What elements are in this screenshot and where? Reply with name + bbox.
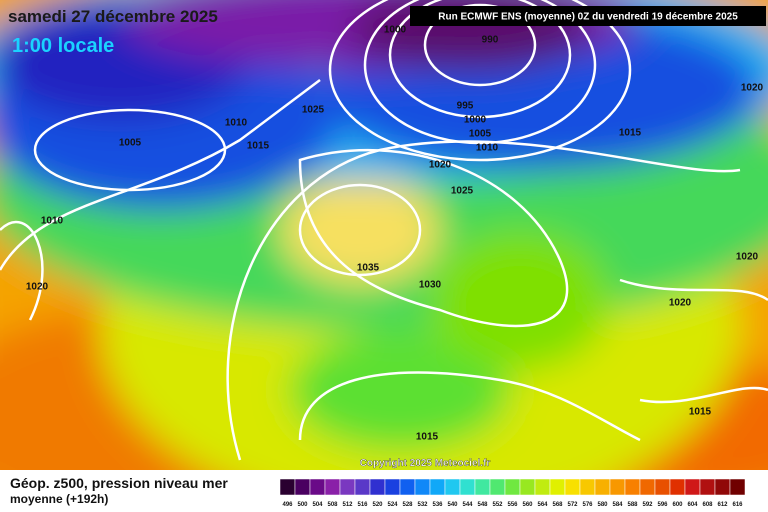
copyright: Copyright 2025 Meteociel.fr <box>360 458 491 469</box>
scale-swatch <box>654 478 671 496</box>
scale-label: 496 <box>282 502 293 508</box>
isobar-label: 1010 <box>225 118 248 129</box>
scale-swatch <box>474 478 491 496</box>
date: samedi 27 décembre 2025 <box>8 7 218 26</box>
isobar-label: 1000 <box>464 115 487 126</box>
scale-swatch <box>309 478 326 496</box>
scale-label: 524 <box>387 502 398 508</box>
scale-label: 576 <box>582 502 593 508</box>
scale-swatch <box>729 478 746 496</box>
isobar-label: 1020 <box>26 282 49 293</box>
scale-label: 500 <box>297 502 308 508</box>
scale-label: 568 <box>552 502 563 508</box>
isobar-label: 1015 <box>247 141 270 152</box>
isobars <box>0 0 768 460</box>
scale-swatch <box>429 478 446 496</box>
isobar-label: 990 <box>482 35 499 46</box>
scale-swatch <box>639 478 656 496</box>
isobar-label: 1025 <box>302 105 325 116</box>
isobar-label: 1020 <box>669 298 692 309</box>
scale-label: 560 <box>522 502 533 508</box>
scale-label: 504 <box>312 502 323 508</box>
scale-label: 544 <box>462 502 473 508</box>
scale-swatch <box>459 478 476 496</box>
scale-swatch <box>489 478 506 496</box>
scale-swatch <box>579 478 596 496</box>
scale-swatch <box>594 478 611 496</box>
isobar-label: 1020 <box>741 83 764 94</box>
scale-swatch <box>564 478 581 496</box>
scale-swatch <box>339 478 356 496</box>
scale-label: 600 <box>672 502 683 508</box>
scale-label: 520 <box>372 502 383 508</box>
isobar-label: 1010 <box>41 216 64 227</box>
isobar-label: 995 <box>457 101 474 112</box>
scale-label: 516 <box>357 502 368 508</box>
scale-label: 596 <box>657 502 668 508</box>
isobar-label: 1030 <box>419 280 442 291</box>
scale-label: 608 <box>702 502 713 508</box>
scale-label: 588 <box>627 502 638 508</box>
scale-swatch <box>684 478 701 496</box>
run-box <box>410 6 766 26</box>
scale-swatch <box>399 478 416 496</box>
scale-swatch <box>534 478 551 496</box>
isobar-label: 1025 <box>451 186 474 197</box>
isobar-label: 1005 <box>119 138 142 149</box>
time: 1:00 locale <box>12 35 114 57</box>
scale-swatch <box>354 478 371 496</box>
scale-label: 512 <box>342 502 353 508</box>
scale-label: 572 <box>567 502 578 508</box>
scale-label: 584 <box>612 502 623 508</box>
scale-swatch <box>369 478 386 496</box>
scale-label: 532 <box>417 502 428 508</box>
scale-swatch <box>384 478 401 496</box>
scale-label: 612 <box>717 502 728 508</box>
scale-swatch <box>519 478 536 496</box>
scale-swatch <box>504 478 521 496</box>
scale-swatch <box>699 478 716 496</box>
run: Run ECMWF ENS (moyenne) 0Z du vendredi 1… <box>438 12 738 23</box>
scale-swatch <box>624 478 641 496</box>
scale-label: 592 <box>642 502 653 508</box>
scale-swatch <box>294 478 311 496</box>
legend-title: Géop. z500, pression niveau mer <box>10 475 228 491</box>
scale-swatch <box>549 478 566 496</box>
scale-label: 528 <box>402 502 413 508</box>
scale-swatch <box>444 478 461 496</box>
scale-label: 556 <box>507 502 518 508</box>
scale-label: 564 <box>537 502 548 508</box>
scale-swatch <box>609 478 626 496</box>
scale-label: 552 <box>492 502 503 508</box>
scale-swatch <box>414 478 431 496</box>
scale-label: 604 <box>687 502 698 508</box>
isobar-label: 1000 <box>384 25 407 36</box>
isobar-label: 1020 <box>429 160 452 171</box>
scale-label: 616 <box>732 502 743 508</box>
isobar-label: 1010 <box>476 143 499 154</box>
scale-label: 536 <box>432 502 443 508</box>
scale-swatch <box>324 478 341 496</box>
isobar-label: 1020 <box>736 252 759 263</box>
isobar-label: 1035 <box>357 263 380 274</box>
isobar-label: 1005 <box>469 129 492 140</box>
isobar-label: 1015 <box>689 407 712 418</box>
isobar-label: 1015 <box>619 128 642 139</box>
legend-subtitle: moyenne (+192h) <box>10 492 108 506</box>
scale-swatch <box>669 478 686 496</box>
scale-label: 548 <box>477 502 488 508</box>
scale-label: 580 <box>597 502 608 508</box>
scale-label: 508 <box>327 502 338 508</box>
scale-label: 540 <box>447 502 458 508</box>
scale-swatch <box>279 478 296 496</box>
scale-swatch <box>714 478 731 496</box>
isobar-label: 1015 <box>416 432 439 443</box>
